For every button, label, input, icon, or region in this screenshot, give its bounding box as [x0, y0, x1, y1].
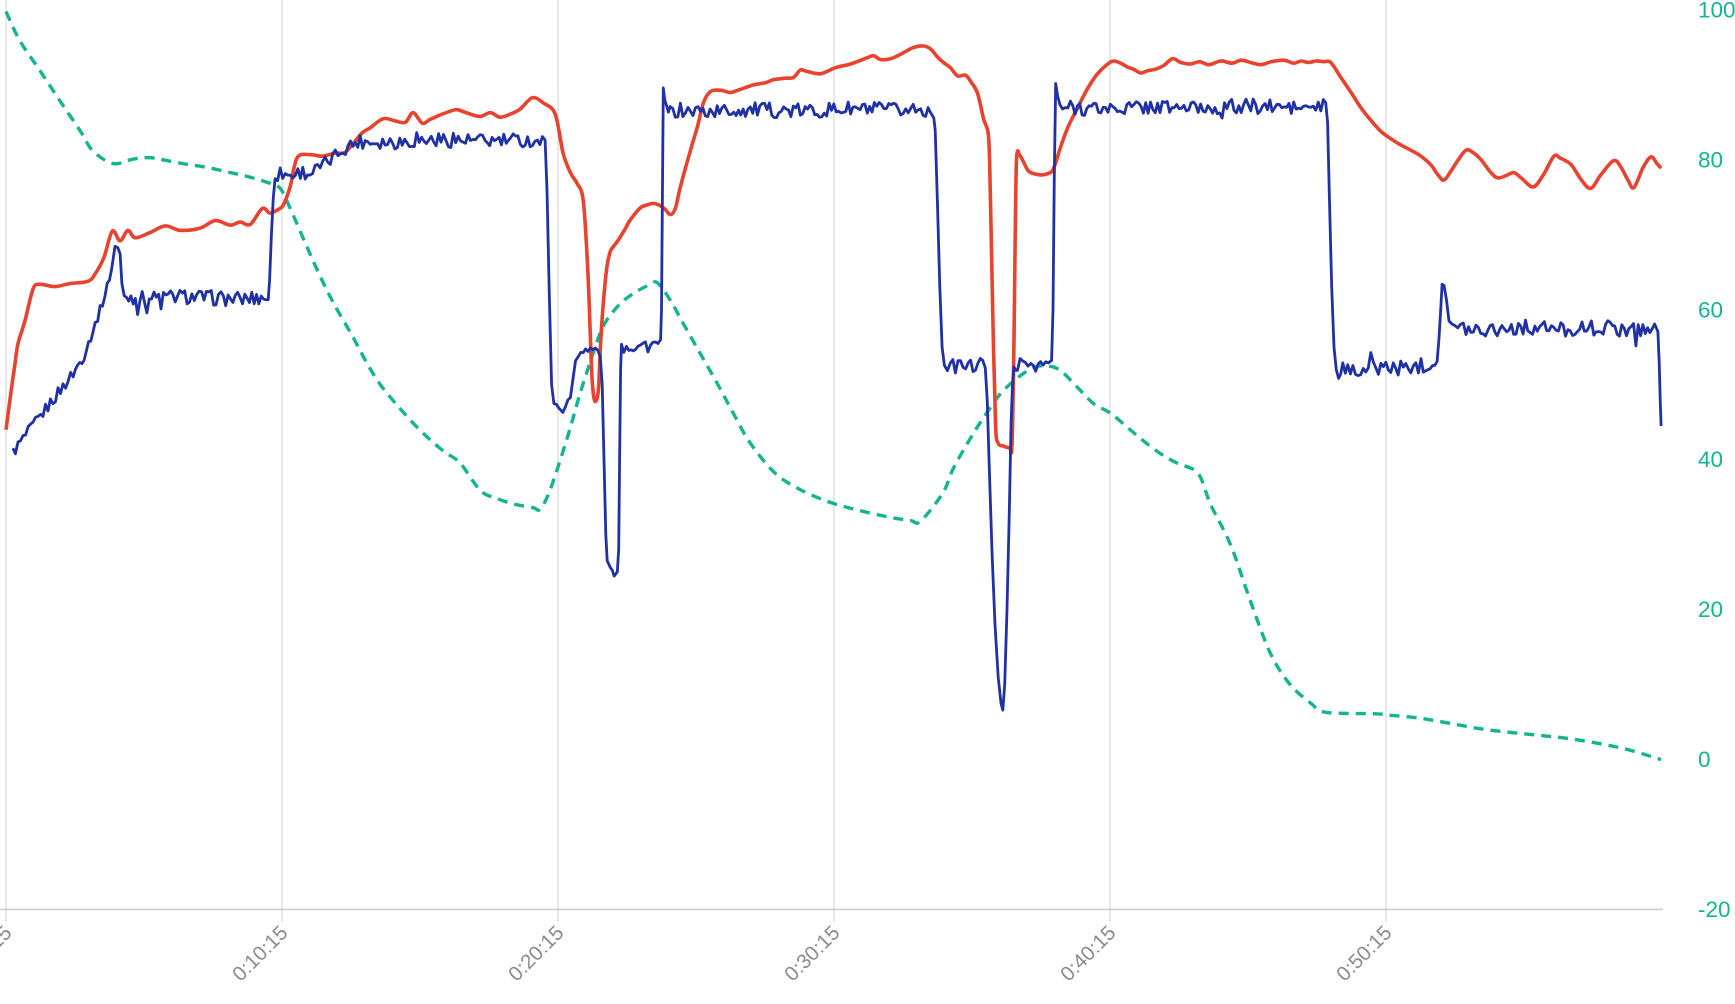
y-axis-label: 60	[1698, 297, 1723, 322]
series-line-green-dashed	[4, 10, 1662, 762]
series-line-blue-solid-noisy	[11, 82, 1663, 712]
x-tick-label: 0:20:15	[504, 921, 569, 986]
x-tick-label: 0:00:15	[0, 921, 17, 986]
x-tick-label: 0:10:15	[228, 921, 293, 986]
x-tick-label: 0:30:15	[780, 921, 845, 986]
y-axis-label: 80	[1698, 147, 1723, 172]
y-axis-label: -20	[1698, 897, 1731, 922]
x-tick-label: 0:50:15	[1332, 921, 1397, 986]
y-axis-label: 40	[1698, 447, 1723, 472]
y-axis-label: 0	[1698, 747, 1711, 772]
y-axis-label: 100	[1698, 0, 1735, 23]
y-axis-label: 20	[1698, 597, 1723, 622]
x-tick-label: 0:40:15	[1056, 921, 1121, 986]
